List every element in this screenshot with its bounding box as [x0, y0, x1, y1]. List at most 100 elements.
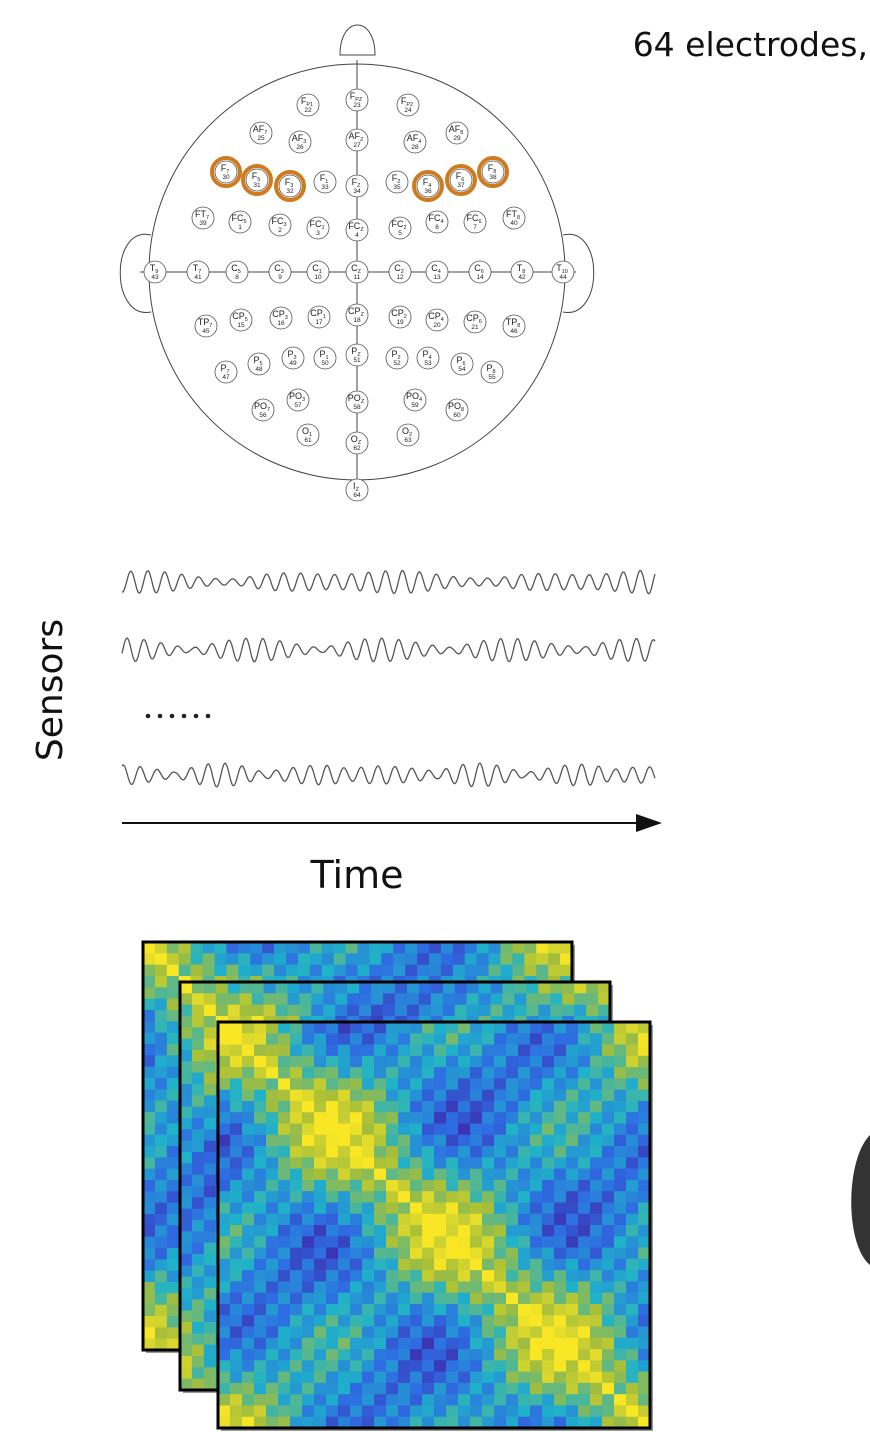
electrode-name: AF [407, 133, 419, 143]
matrix-cell [230, 1124, 242, 1136]
matrix-cell [204, 1322, 216, 1334]
matrix-cell [530, 1135, 542, 1147]
matrix-cell [266, 1202, 278, 1214]
matrix-cell [530, 1157, 542, 1169]
matrix-cell [554, 1191, 566, 1203]
matrix-cell [278, 1180, 290, 1192]
matrix-cell [242, 1202, 254, 1214]
matrix-cell [626, 1281, 638, 1293]
matrix-cell [338, 1191, 350, 1203]
matrix-cell [254, 1067, 266, 1079]
matrix-cell [410, 1281, 422, 1293]
matrix-cell [602, 1191, 614, 1203]
matrix-cell [167, 1010, 179, 1022]
matrix-cell [143, 1191, 155, 1203]
matrix-cell [338, 1270, 350, 1282]
matrix-cell [362, 1338, 374, 1350]
electrode-number: 36 [424, 188, 432, 195]
electrode: AF725 [250, 122, 272, 144]
matrix-cell [266, 1124, 278, 1136]
matrix-cell [614, 1202, 626, 1214]
matrix-cell [369, 953, 381, 965]
matrix-cell [338, 1349, 350, 1361]
matrix-cell [386, 1078, 398, 1090]
matrix-cell [338, 1124, 350, 1136]
matrix-cell [230, 1338, 242, 1350]
matrix-cell [350, 1315, 362, 1327]
matrix-cell [518, 1293, 530, 1305]
electrode: O161 [297, 424, 319, 446]
matrix-cell [550, 982, 562, 994]
electrode: C212 [389, 261, 411, 283]
electrode-number: 44 [559, 274, 567, 281]
matrix-cell [314, 1090, 326, 1102]
matrix-cell [254, 1293, 266, 1305]
matrix-cell [494, 1078, 506, 1090]
matrix-cell [288, 982, 300, 994]
matrix-cell [218, 1090, 230, 1102]
matrix-cell [191, 965, 203, 977]
electrode: F531 [243, 166, 271, 194]
matrix-cell [494, 1033, 506, 1045]
matrix-cell [350, 1360, 362, 1372]
matrix-cell [302, 1349, 314, 1361]
matrix-cell [434, 1383, 446, 1395]
matrix-cell [542, 1090, 554, 1102]
matrix-cell [180, 1084, 192, 1096]
matrix-cell [254, 1146, 266, 1158]
matrix-cell [278, 1405, 290, 1417]
electrode-name: PO [254, 401, 267, 411]
matrix-cell [155, 1282, 167, 1294]
matrix-cell [386, 1214, 398, 1226]
matrix-cell [590, 1022, 602, 1034]
matrix-cell [494, 1146, 506, 1158]
matrix-cell [167, 1123, 179, 1135]
matrix-cell [542, 1259, 554, 1271]
matrix-cell [362, 1304, 374, 1316]
matrix-cell [574, 1005, 586, 1017]
matrix-cell [326, 1135, 338, 1147]
electrode-number: 1 [238, 224, 242, 231]
matrix-cell [446, 1191, 458, 1203]
electrode: F332 [276, 172, 304, 200]
matrix-cell [218, 1259, 230, 1271]
matrix-cell [302, 1124, 314, 1136]
matrix-cell [410, 1338, 422, 1350]
matrix-cell [326, 1146, 338, 1158]
matrix-cell [590, 1101, 602, 1113]
matrix-cell [422, 1078, 434, 1090]
matrix-cell [143, 1259, 155, 1271]
electrode-name: CP [272, 309, 285, 319]
matrix-cell [506, 1293, 518, 1305]
electrode-name: O [302, 426, 309, 436]
electrode: PZ51 [346, 344, 368, 366]
matrix-cell [458, 1056, 470, 1068]
electrode-name: FT [195, 209, 206, 219]
matrix-cell [530, 1180, 542, 1192]
matrix-cell [278, 1293, 290, 1305]
matrix-cell [334, 942, 346, 954]
matrix-cell [405, 942, 417, 954]
matrix-cell [494, 1124, 506, 1136]
matrix-cell [192, 1197, 204, 1209]
matrix-cell [458, 1180, 470, 1192]
matrix-cell [554, 1338, 566, 1350]
matrix-cell [386, 1101, 398, 1113]
matrix-cell [266, 1214, 278, 1226]
matrix-cell [302, 1157, 314, 1169]
matrix-cell [446, 1022, 458, 1034]
matrix-cell [482, 1349, 494, 1361]
matrix-cell [362, 1202, 374, 1214]
matrix-cell [359, 993, 371, 1005]
matrix-cell [503, 982, 515, 994]
matrix-cell [218, 1056, 230, 1068]
matrix-cell [602, 1146, 614, 1158]
matrix-cell [350, 1259, 362, 1271]
matrix-cell [386, 1236, 398, 1248]
matrix-cell [362, 1078, 374, 1090]
matrix-cell [506, 1394, 518, 1406]
matrix-cell [455, 1005, 467, 1017]
matrix-cell [518, 1259, 530, 1271]
matrix-cell [530, 1214, 542, 1226]
matrix-cell [266, 1146, 278, 1158]
